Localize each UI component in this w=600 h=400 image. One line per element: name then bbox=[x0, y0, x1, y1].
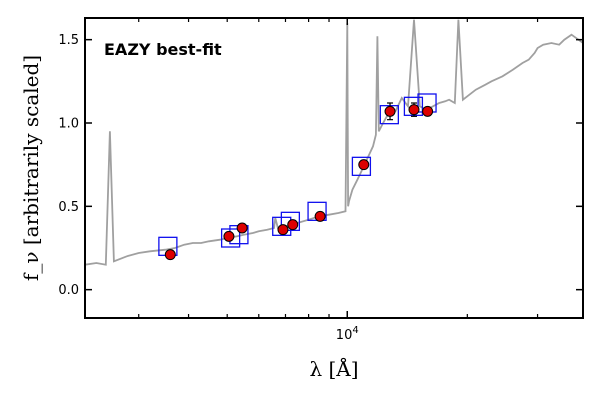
x-tick-label: 104 bbox=[336, 325, 359, 343]
model-flux-box bbox=[280, 211, 301, 231]
x-tick-label-exponent: 4 bbox=[352, 325, 358, 336]
observed-flux-point bbox=[358, 159, 370, 171]
model-flux-box bbox=[379, 105, 399, 125]
y-tick-label: 1.5 bbox=[58, 33, 79, 48]
model-flux-box bbox=[351, 156, 372, 176]
observed-flux-point bbox=[408, 104, 420, 116]
clipped-plot-group bbox=[85, 19, 583, 266]
y-axis-label: f_ν [arbitrarily scaled] bbox=[19, 55, 43, 281]
observed-flux-point bbox=[422, 105, 434, 117]
x-axis-label: λ [Å] bbox=[309, 356, 358, 381]
y-tick-label: 0.0 bbox=[58, 283, 79, 298]
y-tick-label: 1.0 bbox=[58, 117, 79, 132]
observed-flux-point bbox=[277, 224, 289, 236]
observed-flux-point bbox=[384, 105, 396, 117]
model-flux-box bbox=[220, 228, 241, 248]
x-tick-label-base: 10 bbox=[336, 328, 353, 343]
fit-annotation: EAZY best-fit bbox=[104, 40, 222, 59]
observed-flux-point bbox=[287, 219, 299, 231]
observed-flux-point bbox=[236, 222, 248, 234]
plot-frame bbox=[84, 17, 584, 319]
plot-area bbox=[85, 19, 583, 266]
y-tick-label: 0.5 bbox=[58, 200, 79, 215]
observed-flux-point bbox=[164, 249, 176, 261]
axis-ticks: 0.0 0.5 1.0 1.5 104 bbox=[58, 18, 583, 343]
observed-flux-point bbox=[314, 210, 326, 222]
observed-flux-point bbox=[223, 230, 235, 242]
